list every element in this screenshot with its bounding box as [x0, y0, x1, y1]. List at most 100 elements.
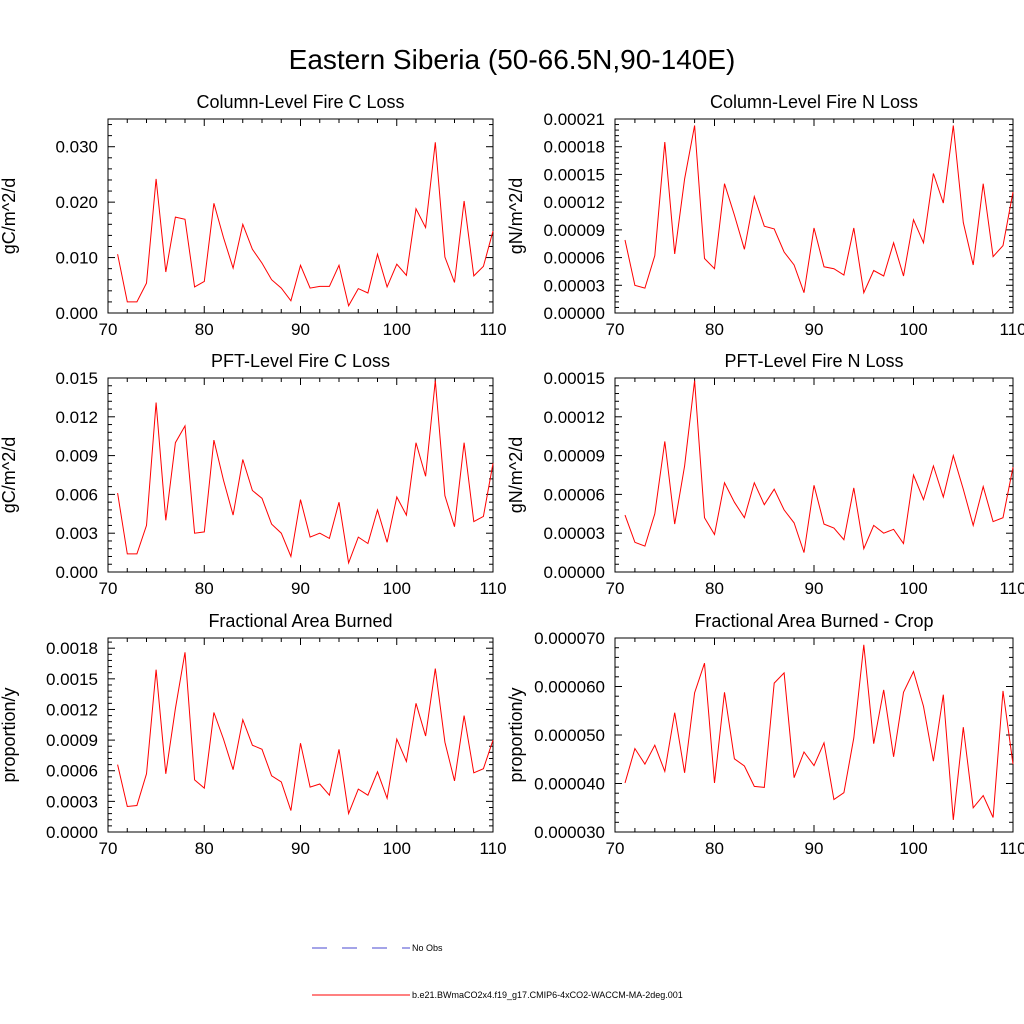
data-point: [674, 711, 676, 713]
data-point: [693, 124, 695, 126]
y-tick-label: 0.00003: [544, 276, 605, 295]
y-tick-label: 0.00003: [544, 524, 605, 543]
x-tick-label: 100: [899, 320, 927, 339]
x-tick-label: 70: [606, 320, 625, 339]
data-point: [453, 281, 455, 283]
data-point: [882, 275, 884, 277]
data-point: [357, 788, 359, 790]
data-point: [338, 501, 340, 503]
x-tick-label: 70: [606, 839, 625, 858]
data-point: [892, 242, 894, 244]
data-point: [492, 739, 494, 741]
x-tick-label: 80: [705, 579, 724, 598]
x-tick-label: 110: [999, 839, 1024, 858]
data-point: [434, 141, 436, 143]
data-point: [116, 253, 118, 255]
data-point: [624, 782, 626, 784]
data-point: [733, 214, 735, 216]
data-point: [126, 805, 128, 807]
chart-column-level-fire-c-loss: 70 80 90 100 110 0.000 0.010 0.020 0.030 Column-L…: [0, 92, 507, 339]
y-tick-label: 0.0006: [46, 762, 98, 781]
data-point: [280, 532, 282, 534]
data-point: [261, 748, 263, 750]
data-point: [396, 496, 398, 498]
y-tick-label: 0.009: [55, 447, 98, 466]
data-point: [952, 819, 954, 821]
data-point: [270, 523, 272, 525]
data-point: [165, 271, 167, 273]
data-point: [654, 744, 656, 746]
x-tick-label: 100: [899, 579, 927, 598]
data-point: [222, 236, 224, 238]
data-point: [444, 494, 446, 496]
panel-title: Fractional Area Burned: [208, 611, 392, 631]
data-point: [982, 485, 984, 487]
data-point: [882, 532, 884, 534]
data-point: [634, 284, 636, 286]
data-point: [972, 524, 974, 526]
data-point: [932, 760, 934, 762]
y-tick-label: 0.0018: [46, 639, 98, 658]
data-point: [299, 742, 301, 744]
data-point: [1012, 191, 1014, 193]
data-point: [942, 496, 944, 498]
data-point: [463, 200, 465, 202]
data-point: [319, 532, 321, 534]
data-point: [309, 536, 311, 538]
x-tick-label: 110: [479, 839, 506, 858]
data-point: [873, 524, 875, 526]
data-point: [992, 255, 994, 257]
data-point: [492, 230, 494, 232]
panel-title: Column-Level Fire C Loss: [196, 92, 404, 112]
data-point: [338, 264, 340, 266]
data-point: [473, 772, 475, 774]
y-tick-label: 0.015: [55, 369, 98, 388]
data-point: [184, 651, 186, 653]
data-point: [703, 257, 705, 259]
y-tick-label: 0.0009: [46, 731, 98, 750]
x-tick-label: 100: [383, 839, 411, 858]
data-point: [367, 542, 369, 544]
series-line: [117, 142, 494, 308]
y-tick-label: 0.006: [55, 485, 98, 504]
data-point: [674, 253, 676, 255]
data-point: [290, 555, 292, 557]
chart-fractional-area-burned: 70 80 90 100 110 0.0000 0.0003 0.0006 0.0009 0.00…: [0, 611, 507, 858]
data-point: [405, 274, 407, 276]
data-point: [309, 287, 311, 289]
y-tick-label: 0.000060: [534, 678, 605, 697]
y-tick-label: 0.010: [55, 249, 98, 268]
data-point: [753, 785, 755, 787]
plot-frame: [614, 377, 1014, 573]
y-tick-label: 0.0000: [46, 823, 98, 842]
plot-frame: [614, 118, 1014, 314]
data-point: [193, 532, 195, 534]
data-point: [873, 743, 875, 745]
data-point: [453, 780, 455, 782]
data-point: [405, 514, 407, 516]
data-point: [126, 553, 128, 555]
x-tick-label: 90: [291, 320, 310, 339]
data-point: [793, 264, 795, 266]
x-tick-label: 90: [805, 320, 824, 339]
y-tick-label: 0.000: [55, 563, 98, 582]
data-point: [813, 484, 815, 486]
data-point: [174, 441, 176, 443]
data-point: [783, 251, 785, 253]
x-tick-label: 110: [479, 320, 506, 339]
x-tick-label: 90: [291, 579, 310, 598]
x-tick-label: 100: [383, 320, 411, 339]
data-point: [155, 668, 157, 670]
data-point: [912, 474, 914, 476]
data-point: [683, 178, 685, 180]
data-point: [242, 458, 244, 460]
data-point: [634, 541, 636, 543]
data-point: [982, 182, 984, 184]
y-tick-label: 0.000030: [534, 823, 605, 842]
data-point: [482, 515, 484, 517]
data-point: [290, 809, 292, 811]
y-tick-label: 0.000050: [534, 726, 605, 745]
data-point: [453, 526, 455, 528]
data-point: [376, 771, 378, 773]
data-point: [357, 536, 359, 538]
